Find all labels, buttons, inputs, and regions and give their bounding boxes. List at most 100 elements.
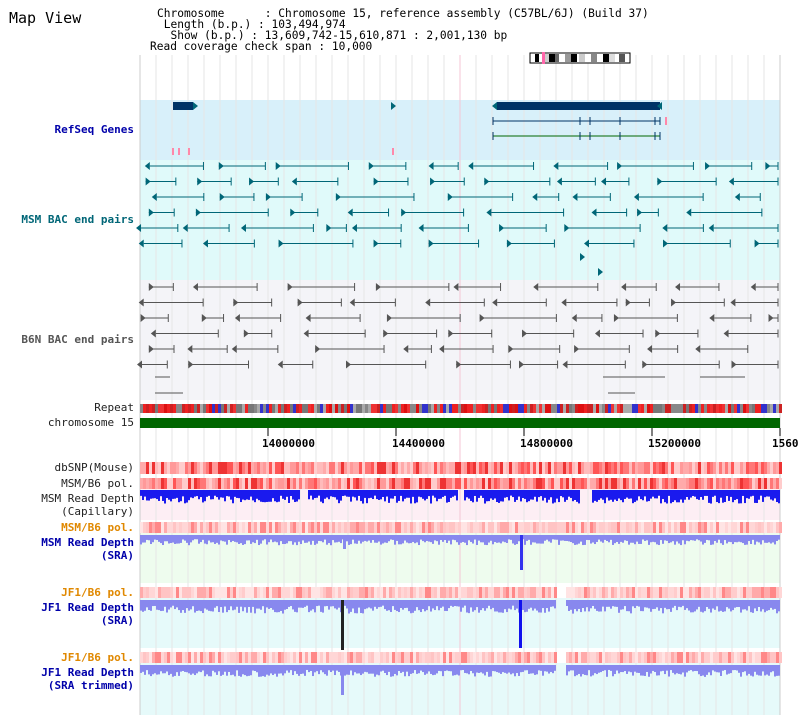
jf1-b6-pol-2-heat (173, 652, 176, 663)
b6n-bac-end (642, 360, 648, 369)
msm-depth-capillary-bar (746, 490, 748, 499)
jf1-depth-sra-bar (318, 600, 320, 606)
msm-depth-sra-bar (766, 535, 768, 543)
jf1-b6-pol-heat (659, 587, 662, 598)
jf1-depth-trim-bar (168, 665, 170, 676)
jf1-b6-pol-heat (356, 587, 359, 598)
repeat-segment (185, 404, 188, 413)
jf1-depth-trim-bar (508, 665, 510, 673)
jf1-depth-trim-bar (506, 665, 508, 674)
dbsnp-heat (707, 462, 710, 474)
track-label-b6n-bac[interactable]: B6N BAC end pairs (21, 333, 134, 346)
msm-depth-capillary-bar (606, 490, 608, 498)
jf1-depth-trim-bar (236, 665, 238, 671)
jf1-b6-pol-heat (293, 587, 296, 598)
msm-b6-pol-2-heat (191, 522, 194, 533)
dbsnp-heat (770, 462, 773, 474)
msm-depth-sra-bar (166, 535, 168, 542)
dbsnp-heat (206, 462, 209, 474)
msm-b6-pol-heat (377, 478, 380, 489)
b6n-bac-end (533, 283, 539, 291)
msm-depth-capillary-bar (662, 490, 664, 500)
msm-b6-pol-heat (668, 478, 671, 489)
jf1-depth-trim-line2: (SRA trimmed) (47, 679, 134, 692)
msm-depth-capillary-bar (660, 490, 662, 504)
jf1-depth-trim-bar (742, 665, 744, 673)
msm-depth-capillary-bar (518, 490, 520, 497)
jf1-depth-trim-bar (644, 665, 646, 676)
jf1-b6-pol-2-heat (368, 652, 371, 663)
jf1-depth-sra-bar (502, 600, 504, 613)
jf1-b6-pol-heat (755, 587, 758, 598)
track-label-msm-bac[interactable]: MSM BAC end pairs (21, 213, 134, 226)
msm-depth-capillary-bar (558, 490, 560, 503)
jf1-b6-pol-2-heat (740, 652, 743, 663)
msm-b6-pol-2-heat (551, 522, 554, 533)
jf1-b6-pol-heat (569, 587, 572, 598)
jf1-b6-pol-heat (485, 587, 488, 598)
jf1-depth-trim-bar (366, 665, 368, 673)
msm-b6-pol-heat (161, 478, 164, 489)
msm-b6-pol-2-heat (455, 522, 458, 533)
jf1-depth-trim-bar (488, 665, 490, 677)
jf1-depth-sra-bar (482, 600, 484, 609)
msm-depth-sra-bar (154, 535, 156, 540)
jf1-depth-sra-bar (514, 600, 516, 611)
ideogram-position-marker (542, 52, 545, 64)
dbsnp-heat (269, 462, 272, 474)
jf1-b6-pol-heat (521, 587, 524, 598)
msm-depth-capillary-bar (468, 490, 470, 499)
msm-depth-capillary-bar (600, 490, 602, 499)
dbsnp-heat (581, 462, 584, 474)
msm-depth-sra-bar (434, 535, 436, 541)
msm-b6-pol-2-heat (440, 522, 443, 533)
repeat-segment (740, 404, 743, 413)
dbsnp-heat (524, 462, 527, 474)
msm-b6-pol-heat (401, 478, 404, 489)
msm-depth-capillary-bar (320, 490, 322, 502)
dbsnp-heat (284, 462, 287, 474)
jf1-depth-trim-bar (338, 665, 340, 672)
msm-b6-pol-2-heat (227, 522, 230, 533)
msm-depth-capillary-bar (482, 490, 484, 498)
msm-depth-sra-bar (582, 535, 584, 546)
msm-depth-capillary-bar (654, 490, 656, 499)
jf1-b6-pol-heat (314, 587, 317, 598)
msm-b6-pol-2-heat (299, 522, 302, 533)
repeat-segment (443, 404, 446, 413)
msm-depth-capillary-bar (760, 490, 762, 496)
jf1-depth-sra-bar (432, 600, 434, 609)
jf1-b6-pol-2-heat (320, 652, 323, 663)
msm-b6-pol-2-heat (407, 522, 410, 533)
b6n-bac-end (571, 314, 577, 322)
msm-depth-capillary-bar (622, 490, 624, 503)
jf1-depth-sra-bar (454, 600, 456, 607)
msm-depth-capillary-bar (258, 490, 260, 501)
msm-depth-capillary-bar (448, 490, 450, 502)
msm-depth-capillary-bar (566, 490, 568, 500)
repeat-segment (344, 404, 347, 413)
jf1-depth-trim-bar (162, 665, 164, 674)
jf1-b6-pol-heat (266, 587, 269, 598)
msm-depth-sra-bar (552, 535, 554, 540)
jf1-b6-pol-2-heat (551, 652, 554, 663)
msm-b6-pol-2-heat (578, 522, 581, 533)
dbsnp-heat (539, 462, 542, 474)
msm-depth-sra-bar (408, 535, 410, 544)
msm-b6-pol-heat (170, 478, 173, 489)
jf1-b6-pol-2-heat (392, 652, 395, 663)
jf1-b6-pol-heat (308, 587, 311, 598)
msm-depth-sra-bar (380, 535, 382, 545)
msm-b6-pol-heat (419, 478, 422, 489)
msm-depth-capillary-bar (282, 490, 284, 499)
jf1-depth-sra-bar (232, 600, 234, 611)
jf1-b6-pol-2-heat (257, 652, 260, 663)
repeat-segment (425, 404, 428, 413)
track-label-refseq[interactable]: RefSeq Genes (54, 123, 134, 136)
jf1-depth-sra-bar (540, 600, 542, 613)
msm-depth-sra-bar (278, 535, 280, 546)
jf1-depth-trim-bar (320, 665, 322, 671)
jf1-depth-trim-bar (494, 665, 496, 672)
repeat-segment (731, 404, 734, 413)
repeat-segment (197, 404, 200, 413)
